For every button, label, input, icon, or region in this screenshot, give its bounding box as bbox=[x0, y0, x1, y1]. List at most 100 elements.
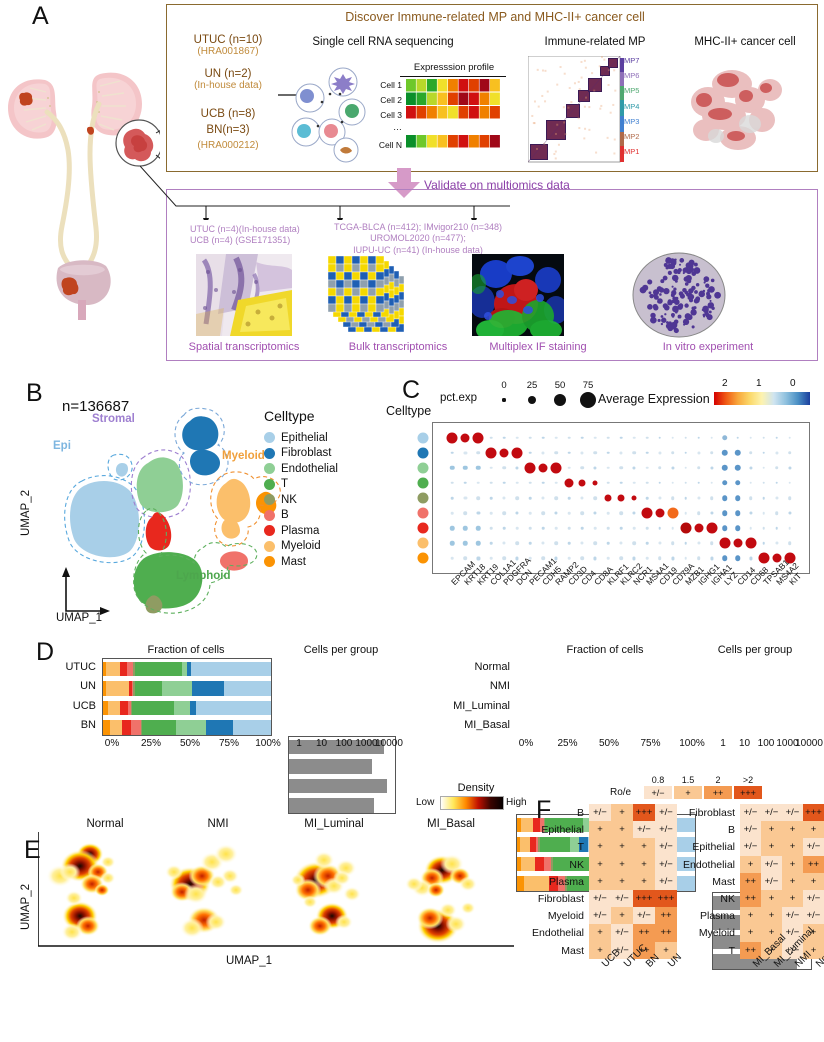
bar-segment-myeloid bbox=[108, 701, 120, 716]
dotplot-dot bbox=[697, 436, 700, 439]
dotplot-dot bbox=[516, 557, 519, 560]
dotplot-dot bbox=[529, 527, 532, 530]
dotplot-dot bbox=[762, 497, 765, 500]
count-tick-10000: 10000 bbox=[374, 738, 404, 749]
dotplot-dot bbox=[463, 526, 468, 531]
dotplot-dot bbox=[512, 447, 523, 458]
f-right-cell: ++ bbox=[740, 873, 761, 890]
dotplot-dot bbox=[555, 482, 558, 485]
f-right-row-label-epithelial: Epithelial bbox=[664, 841, 735, 853]
dotplot-dot bbox=[671, 496, 675, 500]
dotplot-dot bbox=[706, 523, 717, 534]
f-left-row-label-fibroblast: Fibroblast bbox=[520, 893, 584, 905]
dotplot-dot bbox=[749, 482, 752, 485]
pct-legend-dot-75 bbox=[580, 392, 596, 408]
bar-row-label-nmi: NMI bbox=[424, 680, 510, 692]
dotplot-dot bbox=[568, 557, 571, 560]
celltype-legend-item-b[interactable]: B bbox=[264, 508, 338, 524]
dotplot-celltype-dot-nk bbox=[418, 493, 429, 504]
f-right-cell: +/− bbox=[782, 907, 803, 924]
dotplot-dot bbox=[542, 496, 545, 499]
dotplot-dot bbox=[697, 542, 700, 545]
celltype-legend-item-nk[interactable]: NK bbox=[264, 492, 338, 508]
stacked-bar-row bbox=[103, 720, 271, 735]
dotplot-dot bbox=[672, 436, 675, 439]
dotplot-dot bbox=[463, 466, 468, 471]
celltype-legend-item-myeloid[interactable]: Myeloid bbox=[264, 539, 338, 555]
cohort-ucb-label: UCB (n=8) bbox=[178, 108, 278, 120]
bar-row-label-mi_luminal: MI_Luminal bbox=[424, 700, 510, 712]
bar-segment-myeloid bbox=[106, 681, 130, 696]
dotplot-dot bbox=[659, 527, 662, 530]
f-left-cell: + bbox=[611, 804, 633, 821]
cluster-label-stromal: Stromal bbox=[92, 413, 135, 425]
dotplot-dot bbox=[477, 482, 480, 485]
dotplot-dot bbox=[464, 451, 467, 454]
f-left-cell: +/− bbox=[611, 890, 633, 907]
f-right-cell: +/− bbox=[782, 804, 803, 821]
dotplot-celltype-dot-t bbox=[418, 477, 429, 488]
bar-row-label-normal: Normal bbox=[424, 661, 510, 673]
celltype-legend-item-fibroblast[interactable]: Fibroblast bbox=[264, 446, 338, 462]
dotplot-dot bbox=[775, 451, 778, 454]
bar-segment-fibroblast bbox=[190, 701, 197, 716]
urinary-tract-illustration bbox=[0, 20, 160, 320]
dotplot-dot bbox=[697, 466, 701, 470]
bar-row-label-mi_basal: MI_Basal bbox=[424, 719, 510, 731]
dotplot-dot bbox=[749, 557, 752, 560]
dotplot-dot bbox=[722, 525, 728, 531]
f-right-cell: +++ bbox=[803, 804, 824, 821]
dotplot-dot bbox=[646, 527, 649, 530]
dotplot-dot bbox=[579, 479, 586, 486]
dotplot-dot bbox=[646, 542, 649, 545]
celltype-legend-item-mast[interactable]: Mast bbox=[264, 554, 338, 570]
legend-title: Celltype bbox=[264, 408, 338, 424]
cohort-bn-accession: (HRA000212) bbox=[178, 140, 278, 151]
bar-segment-myeloid bbox=[106, 662, 119, 677]
dotplot-dot bbox=[529, 542, 532, 545]
dotplot-dot bbox=[516, 527, 519, 530]
f-right-cell: +/− bbox=[761, 804, 782, 821]
dotplot-dot bbox=[722, 510, 728, 516]
panel-a-top-title: Discover Immune-related MP and MHC-II+ c… bbox=[200, 10, 790, 24]
dotplot-dot bbox=[620, 436, 623, 439]
celltype-legend-item-plasma[interactable]: Plasma bbox=[264, 523, 338, 539]
f-right-cell: + bbox=[761, 890, 782, 907]
expression-profile-underline bbox=[400, 76, 506, 77]
dotplot-dot bbox=[685, 466, 688, 469]
dotplot-dot bbox=[788, 466, 791, 469]
dotplot-dot bbox=[721, 449, 728, 456]
dotplot-dot bbox=[581, 542, 584, 545]
f-left-table: B +/− + +++ +/− Epithelial + + +/− +/− T + + + +/− NK + +… bbox=[520, 804, 680, 980]
stacked-bar-row bbox=[103, 701, 271, 716]
dotplot-dot bbox=[551, 462, 562, 473]
dotplot-dot bbox=[607, 482, 610, 485]
dotplot-dot bbox=[722, 495, 728, 501]
f-left-row-label-endothelial: Endothelial bbox=[520, 927, 584, 939]
dotplot-dot bbox=[464, 482, 467, 485]
celltype-color-swatch bbox=[264, 494, 275, 505]
dotplot-dot bbox=[735, 556, 741, 562]
roe-legend-value-3: >2 bbox=[734, 775, 762, 785]
dotplot-dot bbox=[722, 480, 728, 486]
caption-invitro: In vitro experiment bbox=[632, 341, 784, 353]
dotplot-dot bbox=[451, 512, 454, 515]
celltype-color-swatch bbox=[264, 525, 275, 536]
f-left-cell: + bbox=[589, 856, 611, 873]
x-tick-25%: 25% bbox=[129, 738, 173, 749]
celltype-legend-item-t[interactable]: T bbox=[264, 477, 338, 493]
dotplot-dot bbox=[451, 557, 454, 560]
dotplot-dot bbox=[633, 482, 636, 485]
bar-segment-fibroblast bbox=[206, 720, 233, 735]
dotplot-dot bbox=[749, 496, 753, 500]
celltype-legend-item-epithelial[interactable]: Epithelial bbox=[264, 430, 338, 446]
dotplot-dot bbox=[542, 527, 545, 530]
f-right-cell: + bbox=[740, 856, 761, 873]
count-tick-10000: 10000 bbox=[794, 738, 824, 749]
mp-label-mp4: MP4 bbox=[624, 102, 639, 111]
f-left-cell: + bbox=[611, 821, 633, 838]
dotplot-dot bbox=[619, 451, 622, 454]
roe-legend-symbol-0: +/− bbox=[644, 786, 672, 799]
dotplot-dot bbox=[646, 466, 649, 469]
celltype-legend-item-endothelial[interactable]: Endothelial bbox=[264, 461, 338, 477]
